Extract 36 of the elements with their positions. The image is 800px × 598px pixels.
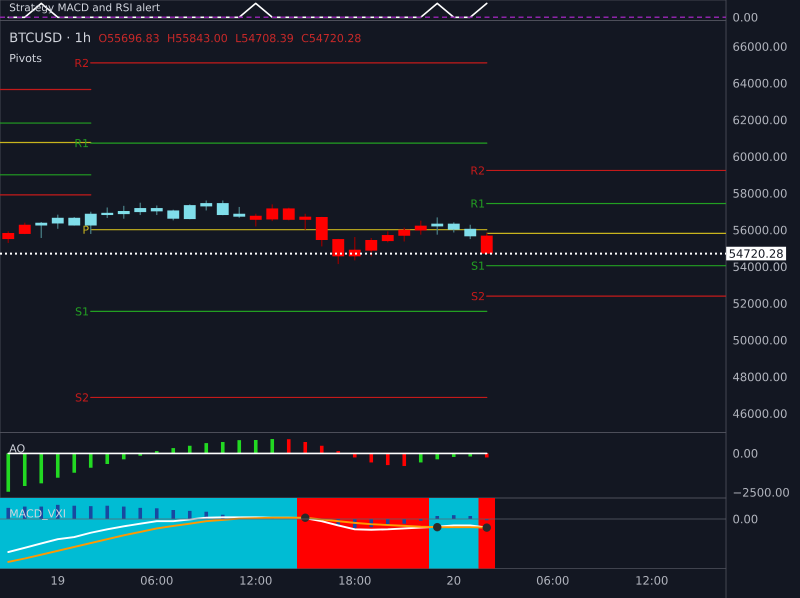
x-tick-label: 06:00 [140,576,173,585]
annotation: O55696.83 [99,34,159,42]
x-tick-label: 20 [447,576,460,585]
y-tick-label: 48000.00 [733,372,787,382]
y-tick-label: 62000.00 [733,116,787,124]
y-tick-label: 66000.00 [733,42,787,51]
series-label: S2 [76,393,88,402]
series-label: S1 [472,262,484,270]
y-tick-label: 50000.00 [733,336,787,345]
series-label: S1 [76,307,88,316]
series-label: R2 [75,58,88,67]
y-tick-label: −2500.00 [734,488,789,497]
y-tick-label: 58000.00 [733,189,787,198]
y-tick-label: 52000.00 [733,299,787,308]
text: Pivots [10,54,42,62]
x-tick-label: 06:00 [536,576,569,585]
series-label: R2 [471,166,484,175]
series-label: R1 [471,199,484,208]
text: BTCUSD · 1h [10,32,90,42]
y-tick-label: 54000.00 [733,262,787,272]
y-tick-label: 0.00 [733,449,758,458]
annotation: L54708.39 [236,34,293,42]
y-tick-label: 56000.00 [733,226,787,234]
x-tick-label: 12:00 [240,576,272,585]
y-tick-label: 60000.00 [733,152,787,162]
series-label: S2 [472,292,484,300]
x-tick-label: 18:00 [339,576,371,585]
x-tick-label: 19 [52,576,64,585]
y-tick-label: 46000.00 [733,409,787,418]
y-tick-label: 64000.00 [733,78,787,88]
annotation: H55843.00 [168,34,228,42]
annotation: C54720.28 [302,34,361,42]
text: AO [9,444,25,453]
x-tick-label: 12:00 [636,576,668,585]
ref-line-label: 54720.28 [730,249,783,258]
series-label: P [84,226,89,234]
